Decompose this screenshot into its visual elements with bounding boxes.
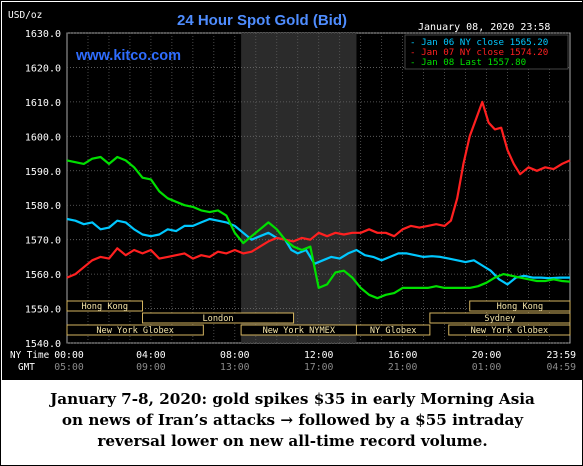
session-bar	[66, 324, 204, 336]
legend-box	[404, 34, 569, 70]
x-tick-label-gmt: 17:00	[304, 362, 334, 373]
y-tick-label: 1560.0	[25, 270, 61, 281]
legend-entry: - Jan 06 NY close 1565.20	[410, 37, 548, 48]
session-bar	[142, 312, 295, 324]
x-tick-label-ny: 00:00	[54, 350, 84, 361]
y-tick-label: 1610.0	[25, 98, 61, 109]
chart-panel: 1630.0 1620.0 1610.0 1600.0 1590.0 1580.0 1570…	[2, 2, 583, 380]
chart-title: 24 Hour Spot Gold (Bid)	[177, 12, 347, 29]
shaded-band	[241, 33, 357, 343]
session-label: Hong Kong	[497, 302, 544, 312]
y-tick-label: 1590.0	[25, 167, 61, 178]
session-label: Hong Kong	[81, 302, 128, 312]
x-tick-label-ny: 16:00	[388, 350, 418, 361]
session-label: Sydney	[484, 314, 515, 324]
x-tick-label-ny: 20:00	[472, 350, 502, 361]
y-tick-label: 1620.0	[25, 63, 61, 74]
y-tick-label: 1550.0	[25, 305, 61, 316]
y-tick-label: 1540.0	[25, 339, 61, 350]
x-tick-label-ny: 04:00	[136, 350, 166, 361]
caption: January 7-8, 2020: gold spikes $35 in ea…	[7, 389, 578, 452]
x-tick-label-ny: 08:00	[220, 350, 250, 361]
x-tick-label-gmt: 13:00	[220, 362, 250, 373]
x-tick-label-ny: 12:00	[304, 350, 334, 361]
x-tick-label-gmt: 04:59	[547, 362, 577, 373]
session-bar	[429, 312, 571, 324]
watermark: www.kitco.com	[75, 48, 181, 64]
x-tick-label-gmt: 09:00	[136, 362, 166, 373]
series-line	[66, 100, 571, 279]
x-tick-label-gmt: 01:00	[472, 362, 502, 373]
session-label: New York Globex	[96, 326, 174, 336]
y-tick-label: 1580.0	[25, 201, 61, 212]
y-tick-label: 1600.0	[25, 132, 61, 143]
legend-entry: - Jan 08 Last 1557.80	[410, 57, 526, 68]
session-bar	[448, 324, 571, 336]
session-bar	[355, 324, 431, 336]
caption-line-3: reversal lower on new all-time record vo…	[97, 432, 488, 450]
y-tick-label: 1630.0	[25, 29, 61, 40]
y-tick-label: 1570.0	[25, 236, 61, 247]
y-unit-label: USD/oz	[8, 10, 42, 21]
session-bar	[469, 300, 571, 312]
x-tick-label-gmt: 21:00	[388, 362, 418, 373]
caption-line-2: on news of Iran’s attacks → followed by …	[61, 411, 524, 429]
session-label: NY Globex	[370, 326, 417, 336]
timestamp: January 08, 2020 23:58	[418, 22, 550, 33]
x-row1-label: NY Time	[10, 350, 50, 361]
session-label: New York NYMEX	[263, 326, 336, 336]
x-tick-label-gmt: 05:00	[54, 362, 84, 373]
x-row2-label: GMT	[18, 362, 35, 373]
session-label: London	[203, 314, 234, 324]
series-line	[66, 155, 571, 300]
session-label: New York Globex	[471, 326, 549, 336]
x-tick-label-ny: 23:59	[547, 350, 577, 361]
caption-line-1: January 7-8, 2020: gold spikes $35 in ea…	[50, 390, 535, 408]
session-bar	[66, 300, 144, 312]
legend-entry: - Jan 07 NY close 1574.20	[410, 47, 548, 58]
spot-gold-chart: 1630.0 1620.0 1610.0 1600.0 1590.0 1580.0 1570…	[8, 10, 577, 373]
